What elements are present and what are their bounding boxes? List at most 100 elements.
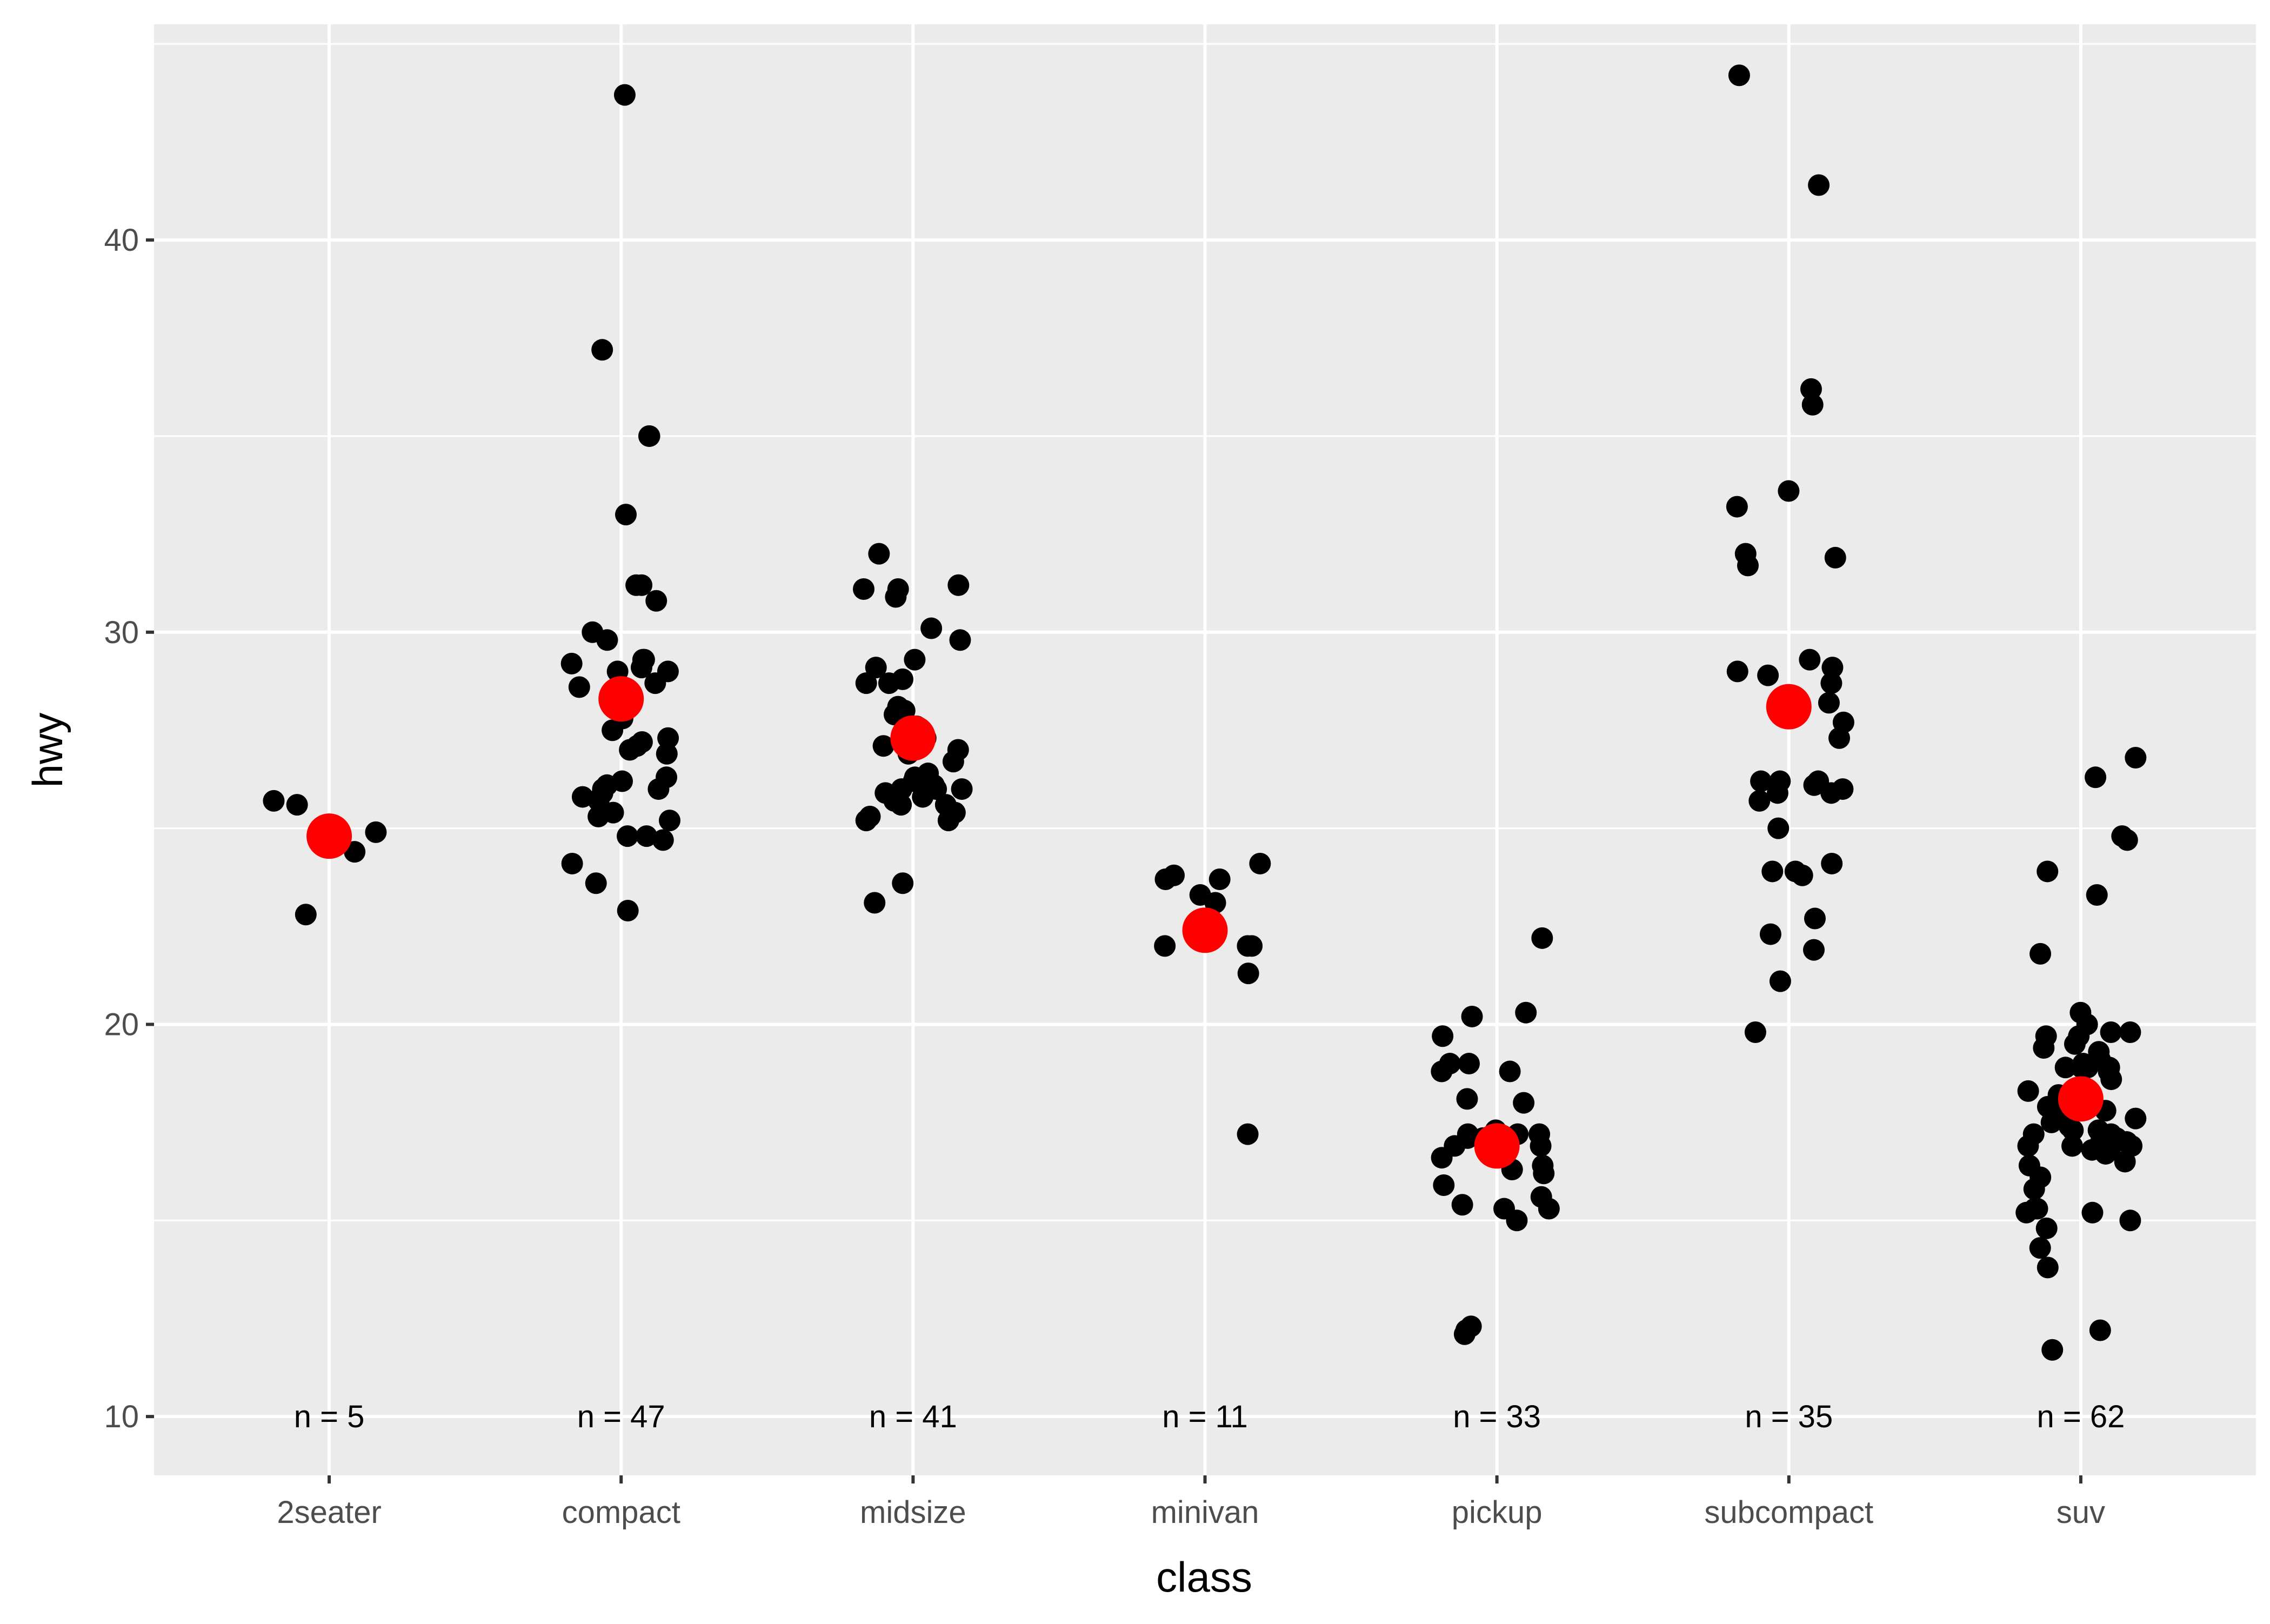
data-point bbox=[951, 778, 973, 800]
count-label: n = 11 bbox=[1162, 1399, 1248, 1434]
data-point bbox=[2040, 1111, 2062, 1133]
data-point bbox=[658, 810, 680, 832]
data-point bbox=[1737, 554, 1759, 577]
data-point bbox=[645, 590, 667, 612]
data-point bbox=[1237, 963, 1259, 985]
data-point bbox=[1433, 1174, 1455, 1196]
data-point bbox=[1456, 1088, 1478, 1110]
mean-point bbox=[2058, 1076, 2104, 1122]
mean-point bbox=[1766, 684, 1812, 730]
data-point bbox=[1821, 852, 1843, 874]
data-point bbox=[2041, 1339, 2064, 1361]
data-point bbox=[852, 578, 874, 600]
data-point bbox=[615, 504, 637, 526]
data-point bbox=[2119, 1021, 2141, 1043]
data-point bbox=[1431, 1147, 1453, 1169]
data-point bbox=[585, 872, 607, 894]
data-point bbox=[560, 652, 583, 674]
data-point bbox=[1767, 817, 1790, 839]
data-point bbox=[616, 825, 638, 847]
y-axis-title: hwy bbox=[24, 713, 71, 788]
data-point bbox=[1748, 790, 1771, 812]
data-point bbox=[1761, 860, 1784, 883]
data-point bbox=[1804, 907, 1826, 930]
data-point bbox=[263, 790, 285, 812]
data-point bbox=[2081, 1201, 2104, 1224]
data-point bbox=[1533, 1162, 1555, 1185]
data-point bbox=[2023, 1178, 2045, 1200]
data-point bbox=[1799, 649, 1821, 671]
data-point bbox=[1808, 174, 1830, 196]
data-point bbox=[2089, 1048, 2111, 1071]
count-label: n = 62 bbox=[2037, 1399, 2125, 1434]
data-point bbox=[1803, 939, 1825, 961]
data-point bbox=[1801, 393, 1824, 416]
data-point bbox=[1458, 1053, 1480, 1075]
data-point bbox=[2017, 1080, 2039, 1102]
x-tick-label: pickup bbox=[1452, 1495, 1543, 1530]
data-point bbox=[949, 629, 971, 651]
data-point bbox=[657, 727, 679, 749]
data-point bbox=[1461, 1005, 1483, 1027]
data-point bbox=[1824, 546, 1846, 569]
data-point bbox=[2125, 1107, 2147, 1130]
data-point bbox=[1499, 1060, 1521, 1082]
data-point bbox=[1757, 664, 1779, 686]
data-point bbox=[865, 657, 887, 679]
data-point bbox=[1818, 692, 1840, 714]
data-point bbox=[904, 649, 926, 671]
data-point bbox=[2125, 747, 2147, 769]
data-point bbox=[630, 657, 652, 679]
data-point bbox=[295, 904, 317, 926]
count-label: n = 5 bbox=[294, 1399, 365, 1434]
x-axis-title: class bbox=[1156, 1553, 1252, 1601]
mean-point bbox=[890, 715, 936, 761]
data-point bbox=[286, 794, 308, 816]
data-point bbox=[638, 425, 660, 447]
data-point bbox=[1530, 1135, 1552, 1157]
x-tick-label: minivan bbox=[1151, 1495, 1259, 1530]
y-tick-label: 10 bbox=[104, 1399, 139, 1434]
data-point bbox=[587, 805, 610, 827]
data-point bbox=[1237, 935, 1259, 957]
data-point bbox=[2017, 1135, 2039, 1157]
count-label: n = 41 bbox=[869, 1399, 957, 1434]
y-tick-label: 20 bbox=[104, 1007, 139, 1042]
mean-point bbox=[306, 813, 352, 859]
data-point bbox=[912, 786, 934, 808]
data-point bbox=[1744, 1021, 1766, 1043]
data-point bbox=[1431, 1060, 1453, 1082]
data-point bbox=[1803, 774, 1825, 796]
data-point bbox=[1515, 1001, 1537, 1024]
data-point bbox=[656, 743, 678, 765]
data-point bbox=[1513, 1092, 1535, 1114]
count-label: n = 33 bbox=[1453, 1399, 1541, 1434]
data-point bbox=[1832, 778, 1854, 800]
data-point bbox=[1154, 935, 1176, 957]
data-point bbox=[1453, 1323, 1476, 1345]
x-tick-label: 2seater bbox=[277, 1495, 381, 1530]
data-point bbox=[2116, 829, 2138, 851]
data-point bbox=[1531, 927, 1553, 949]
axis-ticks bbox=[146, 238, 2082, 1483]
data-point bbox=[885, 586, 907, 608]
data-point bbox=[617, 900, 639, 922]
data-point bbox=[1766, 782, 1788, 804]
data-point bbox=[2100, 1068, 2122, 1091]
data-point bbox=[613, 84, 636, 106]
means-layer bbox=[306, 676, 2104, 1169]
data-point bbox=[872, 735, 894, 757]
data-point bbox=[1728, 64, 1750, 86]
data-point bbox=[855, 672, 877, 694]
mean-point bbox=[598, 676, 644, 722]
data-point bbox=[1237, 1123, 1259, 1145]
x-tick-labels: 2seater compact midsize minivan pickup subcom… bbox=[277, 1495, 2105, 1530]
data-point bbox=[2071, 1057, 2093, 1079]
data-point bbox=[1209, 868, 1231, 890]
data-point bbox=[1451, 1194, 1473, 1216]
data-point bbox=[1821, 657, 1844, 679]
data-point bbox=[890, 794, 912, 816]
data-point bbox=[855, 810, 877, 832]
data-point bbox=[591, 339, 613, 361]
data-point bbox=[365, 821, 387, 843]
